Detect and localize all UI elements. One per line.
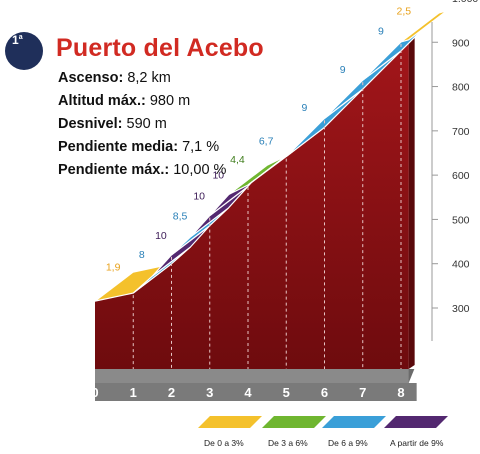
- y-tick-label-900: 900: [452, 37, 470, 49]
- x-tick-label-8: 8: [397, 385, 404, 400]
- x-tick-label-4: 4: [244, 385, 252, 400]
- x-tick-label-6: 6: [321, 385, 328, 400]
- x-tick-label-5: 5: [283, 385, 290, 400]
- grade-label-12: 2,5: [397, 5, 412, 17]
- legend-label-3-6: De 3 a 6%: [268, 438, 308, 448]
- legend-swatch-6-9: [322, 416, 386, 428]
- x-tick-label-7: 7: [359, 385, 366, 400]
- grade-label-10: 9: [340, 64, 346, 76]
- x-tick-label-1: 1: [130, 385, 137, 400]
- stat-desnivel: Desnivel: 590 m: [58, 116, 167, 132]
- grade-band-12: [400, 10, 448, 43]
- grade-label-3: 10: [155, 230, 167, 242]
- x-tick-label-0: 0: [91, 385, 98, 400]
- grade-label-9: 9: [301, 102, 307, 114]
- x-tick-label-3: 3: [206, 385, 213, 400]
- stat-altitud: Altitud máx.: 980 m: [58, 93, 191, 109]
- page-title: Puerto del Acebo: [56, 34, 264, 62]
- y-tick-label-800: 800: [452, 82, 470, 94]
- grade-label-6: 10: [212, 169, 224, 181]
- stat-pendiente-max: Pendiente máx.: 10,00 %: [58, 162, 227, 178]
- y-tick-label-400: 400: [452, 259, 470, 271]
- grade-label-1: 1,9: [106, 262, 121, 274]
- y-tick-label-500: 500: [452, 214, 470, 226]
- grade-label-7: 4,4: [230, 154, 245, 166]
- legend-swatch-3-6: [262, 416, 326, 428]
- y-tick-label-700: 700: [452, 126, 470, 138]
- stat-pendiente-media: Pendiente media: 7,1 %: [58, 139, 220, 155]
- category-badge: [5, 32, 43, 70]
- legend-label-0-3: De 0 a 3%: [204, 438, 244, 448]
- x-tick-label-2: 2: [168, 385, 175, 400]
- y-tick-label-600: 600: [452, 170, 470, 182]
- legend-swatch-0-3: [198, 416, 262, 428]
- y-tick-label-1.000: 1.000: [452, 0, 478, 5]
- stat-ascenso: Ascenso: 8,2 km: [58, 70, 171, 86]
- legend-label-9+: A partir de 9%: [390, 438, 444, 448]
- category-label: 1a: [12, 33, 23, 47]
- y-tick-label-300: 300: [452, 303, 470, 315]
- grade-label-8: 6,7: [259, 135, 274, 147]
- base-front: [95, 369, 409, 383]
- base-bottom: [95, 383, 417, 401]
- legend-swatch-9+: [384, 416, 448, 428]
- grade-label-2: 8: [139, 249, 145, 261]
- legend-label-6-9: De 6 a 9%: [328, 438, 368, 448]
- grade-label-5: 10: [193, 191, 205, 203]
- grade-label-4: 8,5: [173, 210, 188, 222]
- grade-label-11: 9: [378, 26, 384, 38]
- mountain-side-face: [408, 35, 415, 369]
